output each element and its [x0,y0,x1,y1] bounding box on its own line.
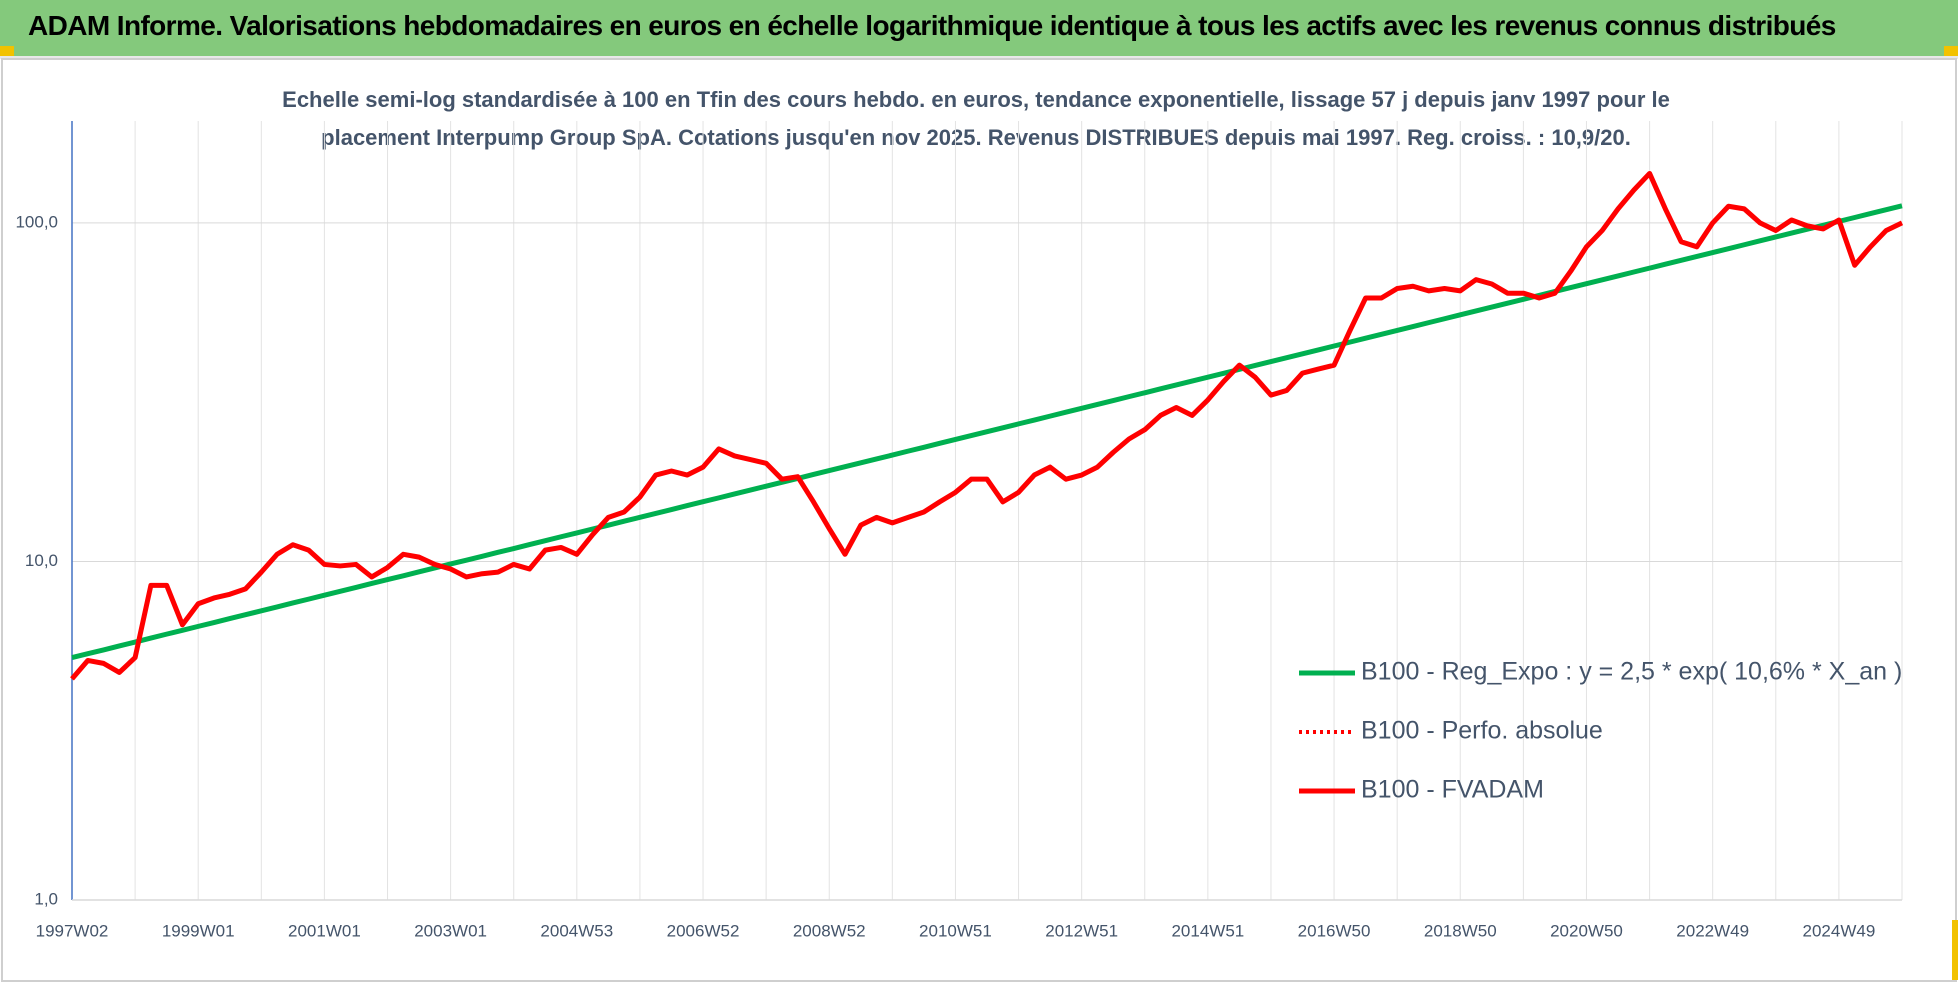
series-line [71,203,1903,661]
x-tick-label: 2016W50 [1298,921,1371,940]
corner-mark [1944,46,1958,56]
x-tick-label: 2010W51 [919,921,992,940]
corner-mark [0,46,14,56]
x-tick-label: 2018W50 [1424,921,1497,940]
x-tick-label: 2024W49 [1803,921,1876,940]
legend-label: B100 - FVADAM [1361,776,1544,804]
x-tick-label: 2014W51 [1171,921,1244,940]
title-bar: ADAM Informe. Valorisations hebdomadaire… [0,0,1958,59]
y-tick-label: 10,0 [25,551,58,570]
legend-label: B100 - Reg_Expo : y = 2,5 * exp( 10,6% *… [1361,658,1902,686]
corner-mark [1952,920,1958,980]
series-line [70,170,1904,681]
x-tick-label: 2006W52 [667,921,740,940]
chart-subtitle: placement Interpump Group SpA. Cotations… [321,125,1631,150]
x-tick-label: 2004W53 [540,921,613,940]
chart-frame [1,58,1957,982]
y-tick-label: 1,0 [34,889,58,908]
series-line [70,171,1903,680]
chart-subtitle: Echelle semi-log standardisée à 100 en T… [282,87,1670,112]
x-tick-label: 1999W01 [162,921,235,940]
legend-label: B100 - Perfo. absolue [1361,717,1603,745]
chart-title: ADAM Informe. Valorisations hebdomadaire… [28,10,1836,41]
y-tick-label: 100,0 [15,212,58,231]
x-tick-label: 2022W49 [1676,921,1749,940]
x-tick-label: 1997W02 [36,921,109,940]
x-tick-label: 2012W51 [1045,921,1118,940]
x-tick-label: 2001W01 [288,921,361,940]
x-tick-label: 2003W01 [414,921,487,940]
x-tick-label: 2020W50 [1550,921,1623,940]
x-tick-label: 2008W52 [793,921,866,940]
